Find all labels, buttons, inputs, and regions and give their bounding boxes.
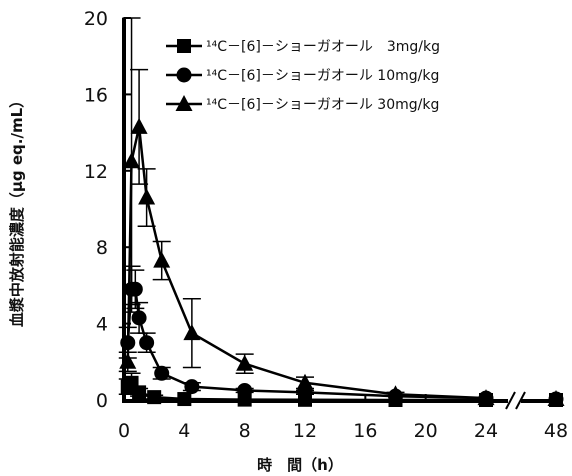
- data-point-square: [132, 385, 147, 400]
- y-tick-label: 12: [84, 161, 108, 183]
- data-point-circle: [154, 365, 170, 381]
- x-tick-label: 20: [414, 420, 438, 442]
- data-point-triangle: [119, 352, 137, 369]
- data-point-triangle: [183, 324, 201, 341]
- legend-marker-square: [177, 39, 191, 53]
- data-point-circle: [237, 382, 253, 398]
- x-tick-label: 16: [353, 420, 377, 442]
- series-triangle: [118, 17, 565, 407]
- legend-label: ¹⁴C－[6]－ショーガオール 30mg/kg: [206, 97, 439, 113]
- data-point-square: [147, 390, 162, 405]
- x-tick-label: 48: [544, 420, 568, 442]
- x-tick-label: 4: [178, 420, 190, 442]
- data-point-triangle: [153, 251, 171, 268]
- y-tick-label: 0: [96, 390, 108, 412]
- data-point-triangle: [130, 117, 148, 134]
- axis-break-mark: [515, 391, 526, 410]
- data-point-circle: [184, 379, 200, 395]
- data-point-triangle: [547, 390, 565, 407]
- data-point-triangle: [387, 385, 404, 402]
- legend-marker-circle: [176, 67, 192, 83]
- data-point-triangle: [236, 354, 254, 371]
- data-point-square: [177, 392, 192, 407]
- y-tick-label: 4: [96, 314, 108, 336]
- data-point-triangle: [477, 389, 495, 406]
- legend-marker-triangle: [175, 95, 193, 111]
- series-layer: [118, 17, 565, 407]
- y-tick-label: 20: [84, 8, 108, 30]
- x-tick-label: 8: [239, 420, 251, 442]
- legend-label: ¹⁴C－[6]－ショーガオール 10mg/kg: [206, 68, 439, 84]
- legend: ¹⁴C－[6]－ショーガオール 3mg/kg ¹⁴C－[6]－ショーガオール 10…: [166, 39, 440, 113]
- data-point-circle: [120, 335, 136, 351]
- data-point-circle: [131, 310, 147, 326]
- data-point-triangle: [138, 188, 156, 205]
- legend-label: ¹⁴C－[6]－ショーガオール 3mg/kg: [206, 39, 440, 55]
- axis-break-mark: [505, 391, 516, 410]
- data-point-circle: [139, 335, 155, 351]
- data-point-triangle: [123, 152, 141, 169]
- x-axis-label: 時 間（h）: [257, 456, 343, 474]
- x-tick-label: 0: [118, 420, 130, 442]
- x-tick-label: 12: [293, 420, 317, 442]
- y-tick-label: 16: [84, 84, 108, 106]
- y-tick-label: 8: [96, 237, 108, 259]
- y-axis-label: 血漿中放射能濃度（μg eq./mL）: [8, 93, 26, 327]
- data-point-triangle: [296, 373, 314, 390]
- x-tick-label: 24: [474, 420, 498, 442]
